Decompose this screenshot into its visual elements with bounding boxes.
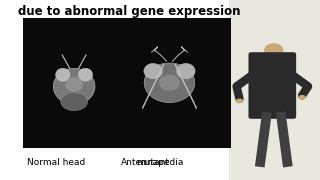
Ellipse shape [61, 93, 88, 111]
Bar [229, 0, 320, 180]
Ellipse shape [298, 95, 306, 99]
Text: due to abnormal gene expression: due to abnormal gene expression [18, 5, 241, 18]
Ellipse shape [177, 64, 195, 79]
FancyBboxPatch shape [248, 52, 296, 119]
Text: mutant: mutant [137, 158, 170, 167]
Ellipse shape [65, 77, 83, 92]
Ellipse shape [53, 68, 95, 104]
Ellipse shape [236, 99, 243, 103]
Bar [23, 18, 231, 148]
Ellipse shape [144, 63, 195, 103]
Ellipse shape [144, 64, 162, 79]
Ellipse shape [159, 75, 180, 91]
Ellipse shape [264, 43, 284, 58]
Ellipse shape [78, 68, 92, 81]
Text: Normal head: Normal head [27, 158, 85, 167]
Text: Antennapedia: Antennapedia [121, 158, 185, 167]
Ellipse shape [56, 68, 70, 81]
